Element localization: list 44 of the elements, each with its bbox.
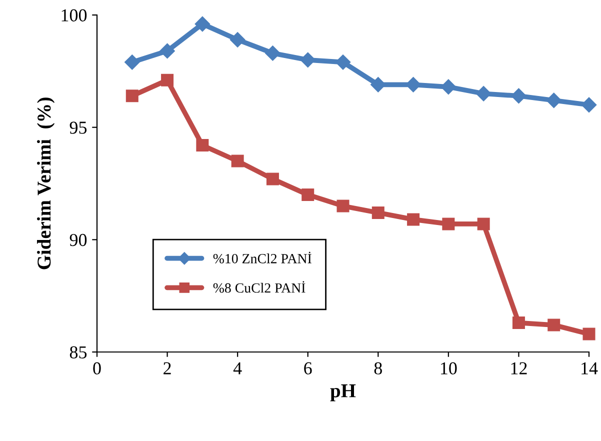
point bbox=[336, 200, 350, 212]
point bbox=[442, 218, 455, 230]
point bbox=[406, 77, 421, 92]
x-tick-label: 14 bbox=[582, 362, 598, 374]
y-axis-title: Giderim Verimi (%) bbox=[37, 98, 55, 270]
x-tick-label: 2 bbox=[164, 362, 171, 374]
point bbox=[511, 88, 526, 104]
point bbox=[477, 218, 490, 230]
point bbox=[300, 52, 316, 68]
point bbox=[440, 79, 456, 94]
point bbox=[196, 139, 209, 152]
point bbox=[335, 54, 351, 70]
point bbox=[266, 172, 279, 186]
legend-label: %8 CuCl2 PANİ bbox=[213, 281, 306, 293]
point bbox=[582, 328, 596, 340]
point bbox=[548, 318, 560, 332]
x-axis-title: pH bbox=[330, 384, 356, 402]
point bbox=[194, 16, 210, 32]
point bbox=[231, 154, 244, 168]
point bbox=[302, 188, 314, 201]
point bbox=[476, 86, 492, 102]
point bbox=[265, 46, 280, 61]
point bbox=[124, 54, 140, 70]
x-tick-label: 8 bbox=[374, 362, 382, 374]
y-tick-label: 90 bbox=[70, 234, 87, 246]
y-tick-label: 85 bbox=[70, 346, 87, 358]
x-tick-label: 12 bbox=[511, 362, 527, 374]
point bbox=[160, 43, 175, 59]
y-tick-label: 95 bbox=[70, 122, 87, 134]
point bbox=[407, 213, 420, 226]
point bbox=[546, 92, 562, 108]
x-tick-label: 6 bbox=[304, 362, 312, 374]
x-tick-label: 0 bbox=[93, 362, 101, 374]
x-tick-label: 4 bbox=[233, 362, 242, 374]
point bbox=[161, 74, 174, 86]
y-tick-label: 100 bbox=[62, 9, 87, 22]
point bbox=[512, 316, 525, 330]
legend-label: %10 ZnCl2 PANİ bbox=[213, 252, 312, 264]
point bbox=[126, 90, 138, 102]
x-tick-label: 10 bbox=[440, 362, 457, 374]
point bbox=[372, 206, 384, 219]
point bbox=[230, 32, 246, 48]
point bbox=[370, 77, 386, 92]
point bbox=[581, 97, 597, 112]
